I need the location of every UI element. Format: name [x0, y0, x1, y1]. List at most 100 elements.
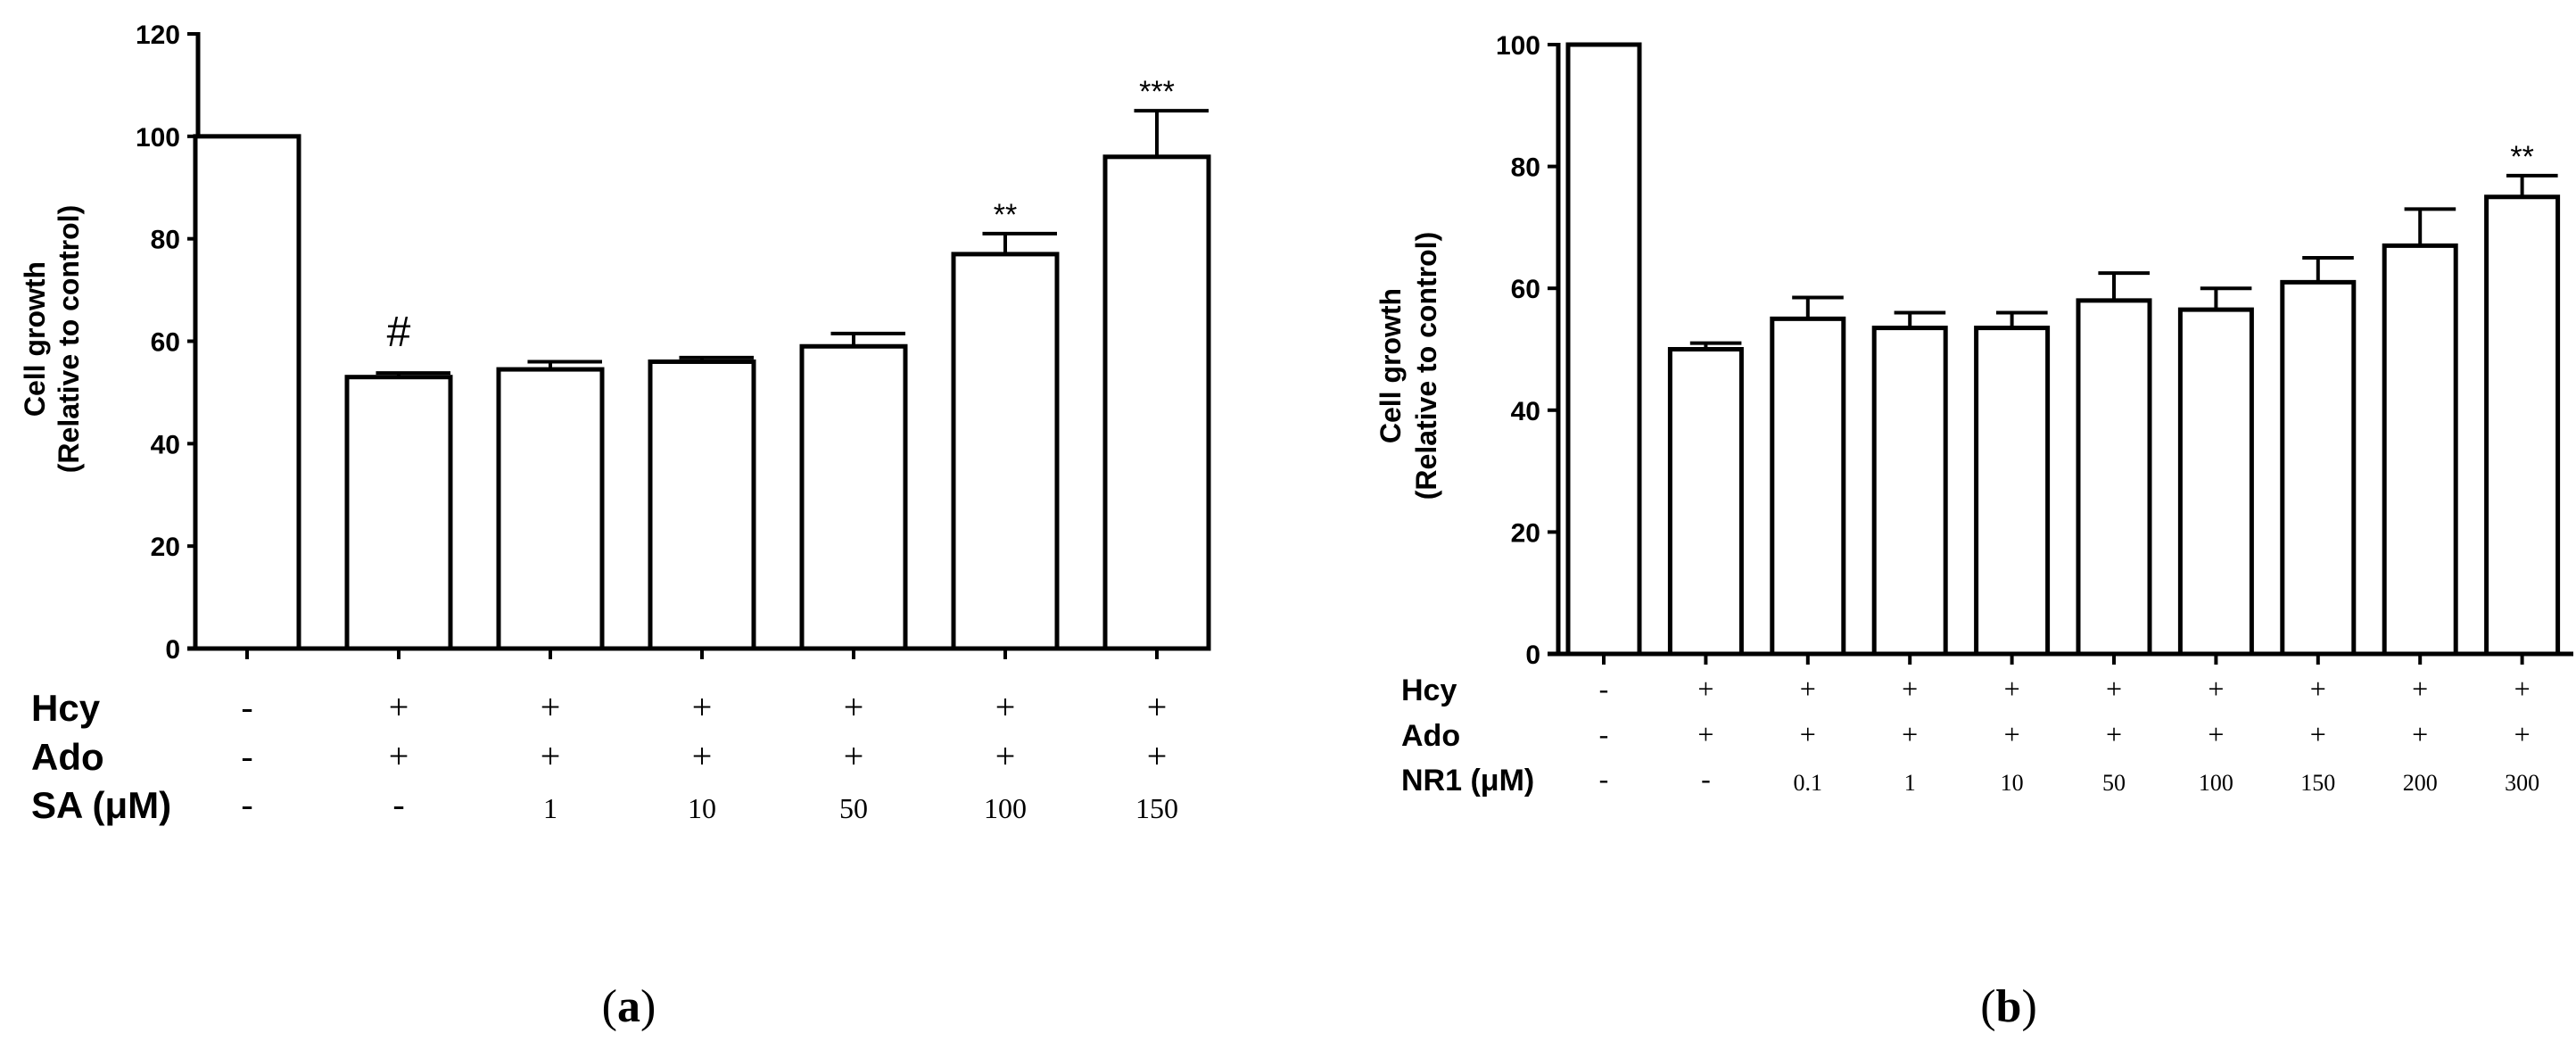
treatment-value: + [2106, 673, 2122, 705]
bar [799, 343, 908, 651]
treatment-value: + [2208, 673, 2224, 705]
panel-a-chart: 0 20 40 60 80 100 120 Cell growth (Relative to c… [19, 21, 1211, 1032]
treatment-value: - [1599, 718, 1609, 750]
treatment-value: + [1800, 673, 1816, 705]
treatment-value: + [1697, 673, 1713, 705]
y-axis-label: Cell growth [19, 261, 51, 417]
caption-paren: ( [1980, 981, 1995, 1032]
y-tick-label: 80 [151, 226, 180, 255]
significance-marker: ** [2510, 140, 2533, 174]
bar [2280, 279, 2357, 657]
treatment-value: 200 [2403, 770, 2438, 796]
treatment-value: + [1800, 718, 1816, 750]
bar [648, 359, 756, 651]
panel-caption: (b) [1980, 981, 2037, 1032]
treatment-value: 300 [2505, 770, 2539, 796]
bar [1770, 316, 1846, 657]
bar [1974, 326, 2051, 657]
caption-paren: ) [2021, 981, 2036, 1032]
treatment-value: + [1147, 687, 1168, 727]
bar [1871, 326, 1948, 657]
y-tick-label: 40 [151, 430, 180, 459]
treatment-value: - [392, 784, 404, 824]
treatment-value: + [2412, 673, 2428, 705]
treatment-value: + [389, 736, 409, 776]
bar [951, 252, 1060, 651]
treatment-value: + [389, 687, 409, 727]
treatment-value: 100 [984, 792, 1027, 824]
treatment-value: 1 [543, 792, 557, 824]
treatment-value: + [2208, 718, 2224, 750]
treatment-value: 0.1 [1794, 770, 1823, 796]
treatment-value: 150 [1135, 792, 1178, 824]
y-tick-label: 40 [1511, 397, 1540, 426]
treatment-row-label: NR1 (μM) [1401, 764, 1534, 798]
panel-b-chart: 0 20 40 60 80 100 Cell growth (Relative to cont… [1375, 31, 2573, 1032]
treatment-value: + [2004, 673, 2020, 705]
y-tick-label: 100 [136, 123, 180, 153]
bar [1565, 42, 1642, 657]
treatment-row-label: SA (μM) [31, 784, 171, 826]
treatment-value: + [541, 736, 561, 776]
treatment-value: + [2004, 718, 2020, 750]
y-axis-label-sub: (Relative to control) [53, 205, 85, 473]
bar [496, 367, 605, 651]
significance-marker: ** [994, 198, 1017, 232]
significance-marker: *** [1139, 75, 1175, 109]
y-tick-label: 0 [1525, 641, 1540, 670]
bar [1102, 154, 1211, 651]
treatment-value: + [2106, 718, 2122, 750]
y-tick-label: 20 [151, 533, 180, 562]
treatment-value: + [1147, 736, 1168, 776]
treatment-value: 10 [688, 792, 716, 824]
treatment-value: + [692, 736, 713, 776]
bar [2382, 243, 2458, 657]
treatment-value: + [2514, 673, 2531, 705]
caption-letter: a [617, 981, 640, 1032]
y-axis-label-sub: (Relative to control) [1410, 232, 1442, 500]
y-tick-label: 0 [165, 635, 180, 665]
treatment-value: - [241, 784, 252, 824]
caption-paren: ) [640, 981, 656, 1032]
treatment-value: - [1599, 763, 1609, 795]
treatment-value: + [1697, 718, 1713, 750]
y-tick-label: 60 [1511, 275, 1540, 304]
bar [2484, 194, 2561, 657]
bar [2076, 298, 2152, 657]
treatment-value: 100 [2199, 770, 2233, 796]
treatment-value: - [1701, 763, 1711, 795]
panel-caption: (a) [602, 981, 656, 1032]
treatment-value: + [2412, 718, 2428, 750]
treatment-value: 1 [1904, 770, 1916, 796]
treatment-value: 50 [2102, 770, 2126, 796]
treatment-value: + [844, 687, 864, 727]
treatment-value: + [1902, 673, 1918, 705]
y-tick-label: 20 [1511, 518, 1540, 548]
treatment-value: + [2310, 718, 2326, 750]
treatment-value: + [995, 687, 1016, 727]
treatment-row-label: Ado [1401, 719, 1460, 753]
caption-letter: b [1996, 981, 2022, 1032]
treatment-value: + [995, 736, 1016, 776]
y-tick-label: 60 [151, 328, 180, 358]
treatment-value: + [692, 687, 713, 727]
significance-marker: # [387, 309, 411, 356]
caption-paren: ( [602, 981, 617, 1032]
treatment-value: - [1599, 673, 1609, 705]
treatment-row-label: Ado [31, 736, 104, 778]
treatment-value: 150 [2300, 770, 2335, 796]
y-tick-label: 100 [1496, 31, 1540, 61]
treatment-value: + [844, 736, 864, 776]
treatment-value: 10 [2001, 770, 2024, 796]
y-tick-label: 80 [1511, 153, 1540, 183]
treatment-value: + [1902, 718, 1918, 750]
treatment-row-label: Hcy [1401, 674, 1457, 707]
treatment-value: - [241, 687, 252, 727]
bar [344, 375, 453, 651]
bar [193, 134, 301, 651]
treatment-value: + [541, 687, 561, 727]
y-axis-label: Cell growth [1375, 288, 1407, 443]
treatment-value: + [2310, 673, 2326, 705]
treatment-value: - [241, 736, 252, 776]
